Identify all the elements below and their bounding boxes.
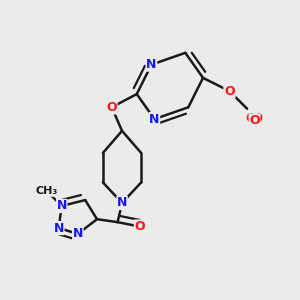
Text: O: O — [224, 85, 235, 98]
Text: N: N — [73, 227, 83, 240]
Text: O: O — [249, 114, 260, 127]
Text: CH₃: CH₃ — [36, 186, 58, 196]
Text: N: N — [53, 221, 64, 235]
Text: N: N — [146, 58, 157, 71]
Text: O: O — [224, 85, 235, 98]
Text: N: N — [56, 200, 67, 212]
Text: O: O — [246, 112, 256, 125]
Text: O: O — [106, 101, 117, 114]
Text: O: O — [253, 112, 262, 125]
Text: N: N — [149, 112, 160, 126]
Text: N: N — [117, 196, 127, 209]
Text: O: O — [134, 220, 145, 233]
